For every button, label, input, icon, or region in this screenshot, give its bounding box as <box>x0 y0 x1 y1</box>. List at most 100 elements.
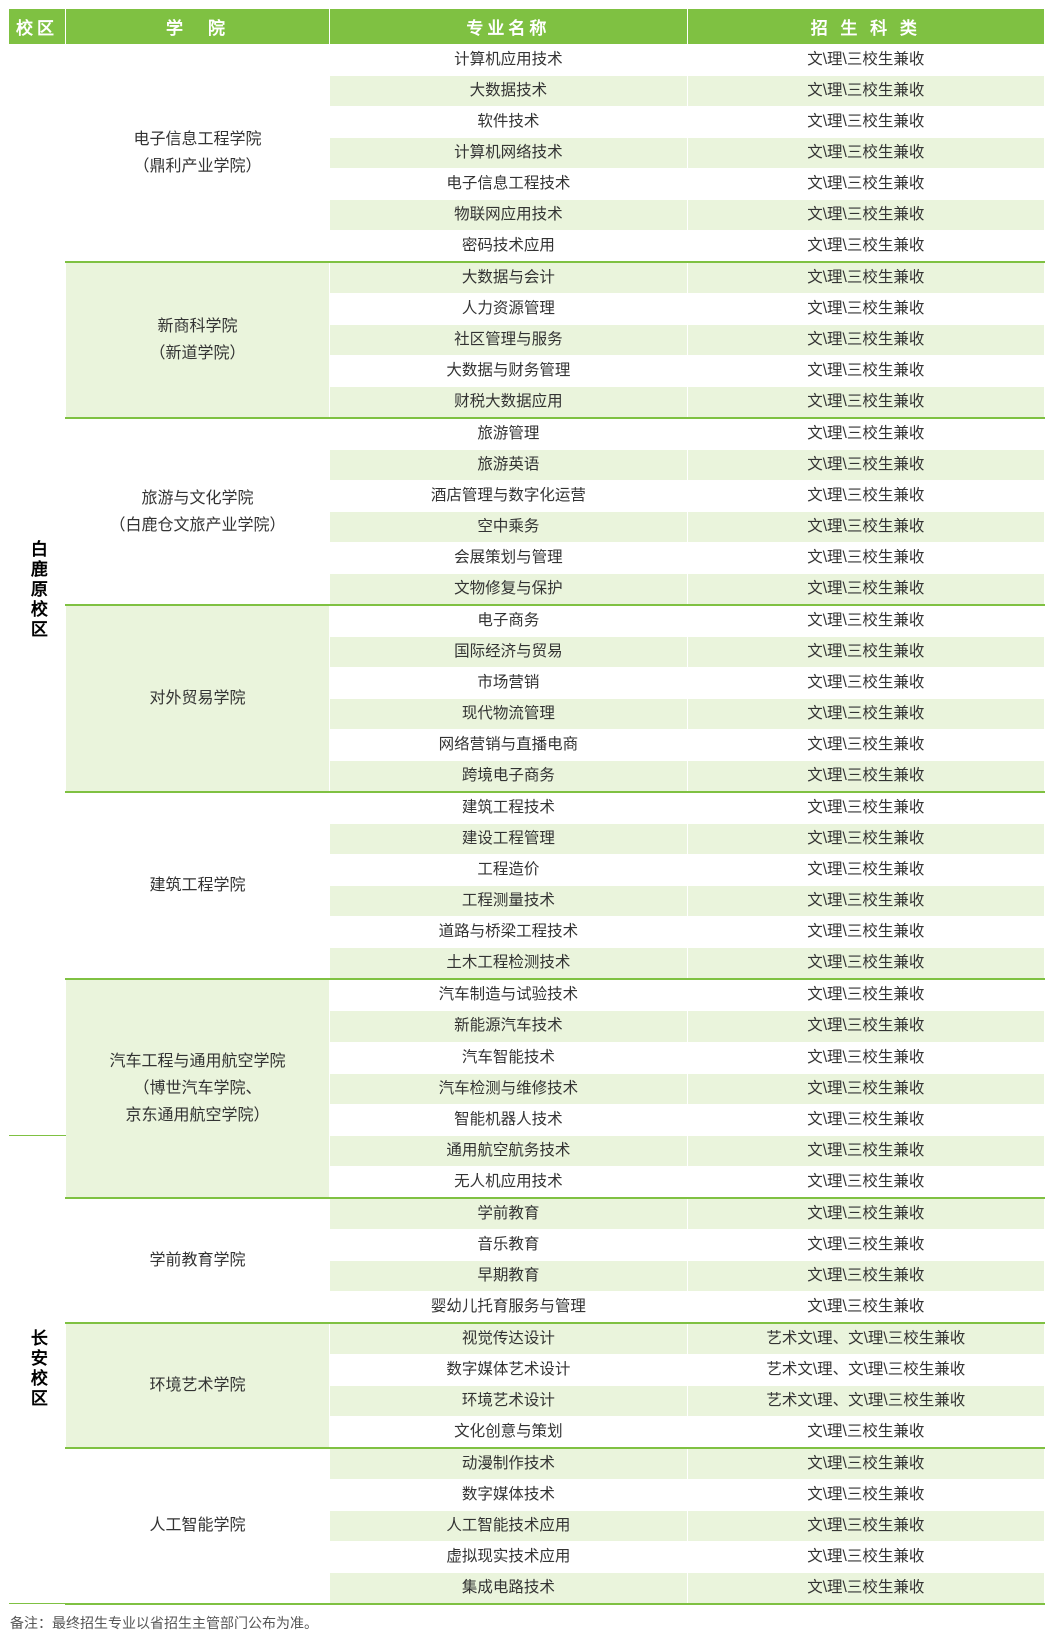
table-row: 建筑工程学院建筑工程技术文\理\三校生兼收 <box>9 792 1045 824</box>
major-cell: 土木工程检测技术 <box>330 948 687 980</box>
category-cell: 文\理\三校生兼收 <box>687 1541 1044 1572</box>
major-cell: 数字媒体技术 <box>330 1479 687 1510</box>
category-cell: 文\理\三校生兼收 <box>687 45 1044 76</box>
category-cell: 文\理\三校生兼收 <box>687 855 1044 886</box>
major-cell: 虚拟现实技术应用 <box>330 1541 687 1572</box>
category-cell: 文\理\三校生兼收 <box>687 637 1044 668</box>
category-cell: 文\理\三校生兼收 <box>687 1448 1044 1480</box>
major-cell: 文物修复与保护 <box>330 574 687 606</box>
college-cell: 汽车工程与通用航空学院（博世汽车学院、京东通用航空学院） <box>65 979 329 1197</box>
category-cell: 文\理\三校生兼收 <box>687 1073 1044 1104</box>
category-cell: 文\理\三校生兼收 <box>687 543 1044 574</box>
college-cell: 环境艺术学院 <box>65 1323 329 1448</box>
category-cell: 文\理\三校生兼收 <box>687 761 1044 793</box>
major-cell: 人工智能技术应用 <box>330 1510 687 1541</box>
category-cell: 文\理\三校生兼收 <box>687 1011 1044 1042</box>
table-header-row: 校区 学 院 专业名称 招 生 科 类 <box>9 9 1045 45</box>
category-cell: 文\理\三校生兼收 <box>687 886 1044 917</box>
category-cell: 文\理\三校生兼收 <box>687 231 1044 263</box>
college-cell: 人工智能学院 <box>65 1448 329 1604</box>
enrollment-table: 校区 学 院 专业名称 招 生 科 类 白鹿原校区电子信息工程学院（鼎利产业学院… <box>8 8 1045 1605</box>
table-row: 环境艺术学院视觉传达设计艺术文\理、文\理\三校生兼收 <box>9 1323 1045 1355</box>
major-cell: 建筑工程技术 <box>330 792 687 824</box>
footnote: 备注：最终招生专业以省招生主管部门公布为准。 <box>8 1605 1045 1637</box>
category-cell: 文\理\三校生兼收 <box>687 917 1044 948</box>
table-row: 学前教育学院学前教育文\理\三校生兼收 <box>9 1198 1045 1230</box>
table-row: 新商科学院（新道学院）大数据与会计文\理\三校生兼收 <box>9 262 1045 294</box>
category-cell: 艺术文\理、文\理\三校生兼收 <box>687 1385 1044 1416</box>
major-cell: 无人机应用技术 <box>330 1166 687 1198</box>
major-cell: 工程造价 <box>330 855 687 886</box>
major-cell: 智能机器人技术 <box>330 1104 687 1135</box>
major-cell: 学前教育 <box>330 1198 687 1230</box>
college-cell: 新商科学院（新道学院） <box>65 262 329 418</box>
category-cell: 文\理\三校生兼收 <box>687 294 1044 325</box>
major-cell: 工程测量技术 <box>330 886 687 917</box>
major-cell: 国际经济与贸易 <box>330 637 687 668</box>
major-cell: 跨境电子商务 <box>330 761 687 793</box>
college-cell: 对外贸易学院 <box>65 605 329 792</box>
category-cell: 文\理\三校生兼收 <box>687 481 1044 512</box>
table-row: 白鹿原校区电子信息工程学院（鼎利产业学院）计算机应用技术文\理\三校生兼收 <box>9 45 1045 76</box>
major-cell: 数字媒体艺术设计 <box>330 1354 687 1385</box>
major-cell: 会展策划与管理 <box>330 543 687 574</box>
category-cell: 文\理\三校生兼收 <box>687 574 1044 606</box>
major-cell: 财税大数据应用 <box>330 387 687 419</box>
major-cell: 酒店管理与数字化运营 <box>330 481 687 512</box>
category-cell: 文\理\三校生兼收 <box>687 1198 1044 1230</box>
major-cell: 空中乘务 <box>330 512 687 543</box>
category-cell: 艺术文\理、文\理\三校生兼收 <box>687 1354 1044 1385</box>
major-cell: 市场营销 <box>330 668 687 699</box>
campus-cell: 长安校区 <box>9 1135 66 1604</box>
major-cell: 旅游英语 <box>330 450 687 481</box>
table-row: 对外贸易学院电子商务文\理\三校生兼收 <box>9 605 1045 637</box>
major-cell: 电子商务 <box>330 605 687 637</box>
category-cell: 文\理\三校生兼收 <box>687 668 1044 699</box>
major-cell: 汽车智能技术 <box>330 1042 687 1073</box>
category-cell: 文\理\三校生兼收 <box>687 262 1044 294</box>
category-cell: 文\理\三校生兼收 <box>687 1260 1044 1291</box>
table-row: 汽车工程与通用航空学院（博世汽车学院、京东通用航空学院）汽车制造与试验技术文\理… <box>9 979 1045 1011</box>
major-cell: 汽车制造与试验技术 <box>330 979 687 1011</box>
category-cell: 文\理\三校生兼收 <box>687 512 1044 543</box>
major-cell: 集成电路技术 <box>330 1572 687 1604</box>
category-cell: 文\理\三校生兼收 <box>687 1479 1044 1510</box>
category-cell: 文\理\三校生兼收 <box>687 792 1044 824</box>
th-major: 专业名称 <box>330 9 687 45</box>
major-cell: 现代物流管理 <box>330 699 687 730</box>
major-cell: 计算机网络技术 <box>330 138 687 169</box>
category-cell: 文\理\三校生兼收 <box>687 1166 1044 1198</box>
major-cell: 视觉传达设计 <box>330 1323 687 1355</box>
college-cell: 电子信息工程学院（鼎利产业学院） <box>65 45 329 263</box>
college-cell: 学前教育学院 <box>65 1198 329 1323</box>
major-cell: 动漫制作技术 <box>330 1448 687 1480</box>
category-cell: 文\理\三校生兼收 <box>687 1104 1044 1135</box>
major-cell: 人力资源管理 <box>330 294 687 325</box>
category-cell: 文\理\三校生兼收 <box>687 200 1044 231</box>
category-cell: 文\理\三校生兼收 <box>687 1510 1044 1541</box>
college-cell: 建筑工程学院 <box>65 792 329 979</box>
category-cell: 文\理\三校生兼收 <box>687 979 1044 1011</box>
major-cell: 通用航空航务技术 <box>330 1135 687 1166</box>
category-cell: 文\理\三校生兼收 <box>687 387 1044 419</box>
major-cell: 早期教育 <box>330 1260 687 1291</box>
category-cell: 文\理\三校生兼收 <box>687 1416 1044 1448</box>
major-cell: 社区管理与服务 <box>330 325 687 356</box>
major-cell: 新能源汽车技术 <box>330 1011 687 1042</box>
table-body: 白鹿原校区电子信息工程学院（鼎利产业学院）计算机应用技术文\理\三校生兼收大数据… <box>9 45 1045 1604</box>
category-cell: 文\理\三校生兼收 <box>687 138 1044 169</box>
major-cell: 大数据与财务管理 <box>330 356 687 387</box>
th-category: 招 生 科 类 <box>687 9 1044 45</box>
category-cell: 文\理\三校生兼收 <box>687 76 1044 107</box>
category-cell: 文\理\三校生兼收 <box>687 450 1044 481</box>
category-cell: 文\理\三校生兼收 <box>687 169 1044 200</box>
campus-cell: 白鹿原校区 <box>9 45 66 1136</box>
category-cell: 文\理\三校生兼收 <box>687 730 1044 761</box>
major-cell: 环境艺术设计 <box>330 1385 687 1416</box>
th-college: 学 院 <box>65 9 329 45</box>
category-cell: 文\理\三校生兼收 <box>687 418 1044 450</box>
category-cell: 文\理\三校生兼收 <box>687 824 1044 855</box>
category-cell: 文\理\三校生兼收 <box>687 1135 1044 1166</box>
category-cell: 文\理\三校生兼收 <box>687 1229 1044 1260</box>
category-cell: 文\理\三校生兼收 <box>687 1291 1044 1323</box>
